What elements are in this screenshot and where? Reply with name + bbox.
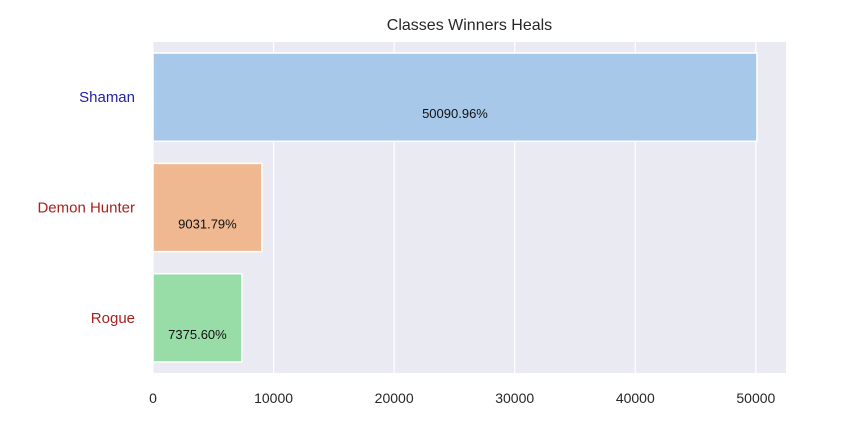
- bar-shaman: [152, 52, 758, 143]
- data-label: 50090.96%: [422, 106, 488, 121]
- x-tick-label: 30000: [495, 390, 534, 406]
- category-label: Shaman: [79, 89, 135, 106]
- x-tick-label: 0: [149, 390, 157, 406]
- data-labels: 50090.96% 9031.79% 7375.60%: [168, 106, 488, 342]
- x-tick-label: 40000: [616, 390, 655, 406]
- data-label: 9031.79%: [178, 217, 237, 232]
- category-label: Rogue: [91, 310, 135, 327]
- bar-demon-hunter: [152, 162, 263, 253]
- chart-title: Classes Winners Heals: [387, 17, 552, 34]
- category-labels: Shaman Demon Hunter Rogue: [37, 89, 135, 327]
- x-tick-label: 10000: [254, 390, 293, 406]
- bar-rogue: [152, 272, 243, 363]
- x-tick-label: 20000: [375, 390, 414, 406]
- x-tick-label: 50000: [736, 390, 775, 406]
- category-label: Demon Hunter: [37, 200, 135, 217]
- data-label: 7375.60%: [168, 327, 227, 342]
- x-tick-labels: 0 10000 20000 30000 40000 50000: [149, 390, 775, 406]
- bars: [152, 52, 758, 363]
